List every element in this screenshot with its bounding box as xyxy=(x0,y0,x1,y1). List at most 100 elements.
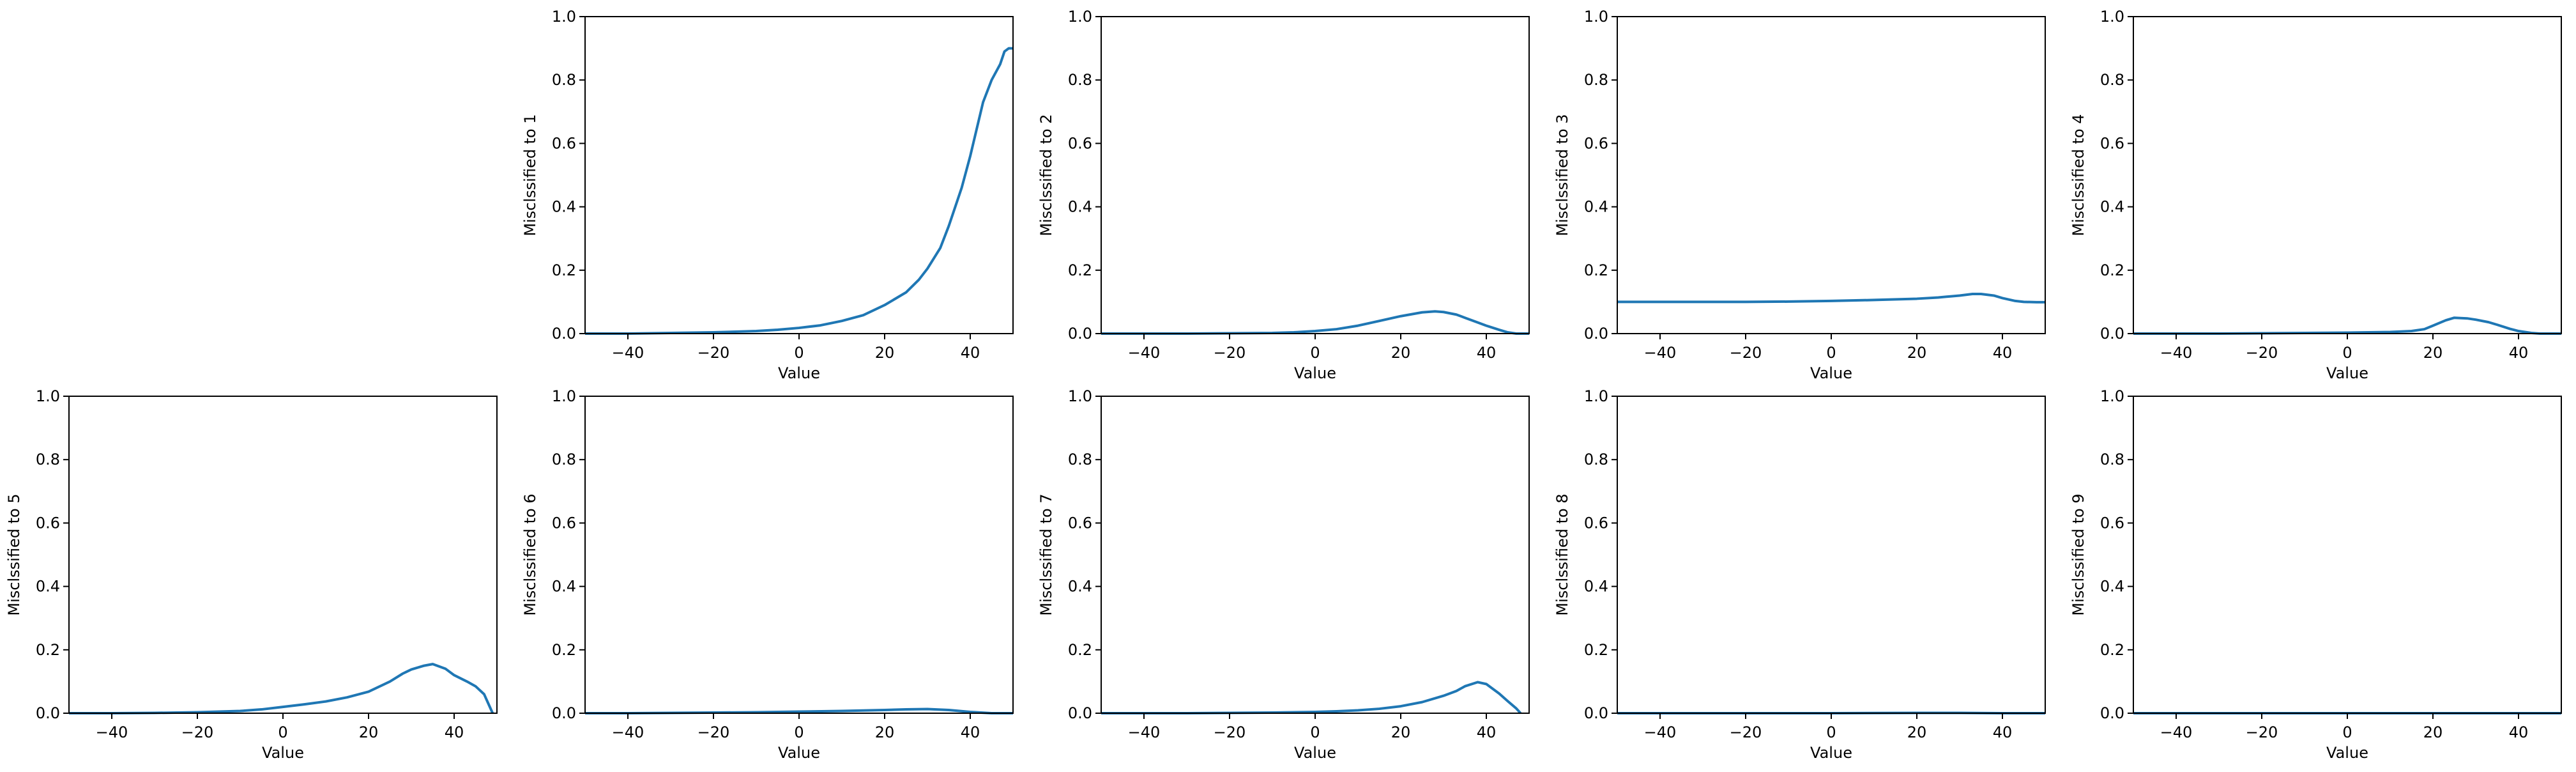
axes-frame-3 xyxy=(1617,16,2046,334)
y-tick-label-1: 0.0 xyxy=(552,325,576,343)
x-tick-label-9: 40 xyxy=(2509,723,2529,741)
series-line-1 xyxy=(585,47,1013,335)
y-axis-label-1: Misclssified to 1 xyxy=(521,114,539,236)
series-line-4 xyxy=(2133,316,2561,335)
x-axis-label-3: Value xyxy=(1810,364,1852,382)
y-tick-label-3: 0.4 xyxy=(1584,198,1608,216)
y-tick-label-1: 0.4 xyxy=(552,198,576,216)
x-tick-label-9: −40 xyxy=(2160,723,2193,741)
x-tick-label-7: 40 xyxy=(1477,723,1497,741)
y-tick-label-7: 0.0 xyxy=(1068,704,1092,722)
y-axis-label-7: Misclssified to 7 xyxy=(1037,493,1055,615)
y-tick-label-1: 0.8 xyxy=(552,71,576,89)
x-tick-label-3: −20 xyxy=(1730,344,1762,362)
x-tick-label-3: 0 xyxy=(1826,344,1836,362)
y-tick-label-3: 0.2 xyxy=(1584,261,1608,279)
y-tick-label-7: 0.2 xyxy=(1068,641,1092,659)
series-line-5 xyxy=(69,663,494,714)
chart-panel-1: −40 −20 0 20 40 0.0 0.2 0.4 0.6 0.8 1.0 Value Miscls… xyxy=(521,8,1014,382)
y-tick-label-6: 0.0 xyxy=(552,704,576,722)
y-tick-label-5: 0.0 xyxy=(36,704,60,722)
y-tick-label-8: 0.6 xyxy=(1584,514,1608,532)
series-line-3 xyxy=(1617,293,2045,304)
y-tick-label-5: 0.6 xyxy=(36,514,60,532)
x-tick-label-5: 0 xyxy=(278,723,287,741)
x-tick-label-5: 40 xyxy=(445,723,464,741)
y-tick-label-4: 1.0 xyxy=(2100,8,2124,26)
x-tick-label-8: 40 xyxy=(1993,723,2013,741)
y-tick-label-9: 0.2 xyxy=(2100,641,2124,659)
y-tick-label-5: 0.4 xyxy=(36,578,60,596)
x-tick-label-9: 20 xyxy=(2423,723,2443,741)
x-tick-label-4: 40 xyxy=(2509,344,2529,362)
x-tick-label-4: 0 xyxy=(2342,344,2352,362)
x-tick-label-2: 0 xyxy=(1310,344,1320,362)
y-tick-label-7: 1.0 xyxy=(1068,387,1092,405)
y-tick-label-6: 0.4 xyxy=(552,578,576,596)
x-axis-label-7: Value xyxy=(1294,744,1336,762)
y-tick-label-9: 0.0 xyxy=(2100,704,2124,722)
x-tick-label-8: 20 xyxy=(1907,723,1927,741)
x-axis-label-6: Value xyxy=(778,744,820,762)
x-tick-label-6: 0 xyxy=(794,723,804,741)
chart-panel-5: −40 −20 0 20 40 0.0 0.2 0.4 0.6 0.8 1.0 Value Miscls… xyxy=(5,387,498,762)
y-tick-label-9: 0.6 xyxy=(2100,514,2124,532)
y-tick-label-4: 0.2 xyxy=(2100,261,2124,279)
chart-panel-6: −40 −20 0 20 40 0.0 0.2 0.4 0.6 0.8 1.0 Value Miscls… xyxy=(521,387,1014,762)
y-tick-label-3: 0.0 xyxy=(1584,325,1608,343)
x-tick-label-3: 40 xyxy=(1993,344,2013,362)
x-tick-label-6: −20 xyxy=(697,723,730,741)
x-tick-label-3: −40 xyxy=(1644,344,1677,362)
y-tick-label-7: 0.8 xyxy=(1068,451,1092,468)
x-tick-label-7: −40 xyxy=(1128,723,1161,741)
y-tick-label-4: 0.6 xyxy=(2100,134,2124,152)
y-axis-label-9: Misclssified to 9 xyxy=(2069,493,2087,615)
x-tick-label-8: 0 xyxy=(1826,723,1836,741)
x-axis-label-1: Value xyxy=(778,364,820,382)
y-axis-label-6: Misclssified to 6 xyxy=(521,493,539,615)
x-tick-label-8: −20 xyxy=(1730,723,1762,741)
chart-panel-8: −40 −20 0 20 40 0.0 0.2 0.4 0.6 0.8 1.0 Value Miscls… xyxy=(1553,387,2046,762)
x-tick-label-8: −40 xyxy=(1644,723,1677,741)
x-tick-label-6: 20 xyxy=(875,723,895,741)
y-tick-label-4: 0.8 xyxy=(2100,71,2124,89)
x-tick-label-2: 20 xyxy=(1391,344,1411,362)
x-axis-label-4: Value xyxy=(2326,364,2368,382)
x-tick-label-9: −20 xyxy=(2246,723,2278,741)
axes-frame-9 xyxy=(2133,396,2562,714)
y-axis-label-2: Misclssified to 2 xyxy=(1037,114,1055,236)
axes-frame-8 xyxy=(1617,396,2046,714)
x-tick-label-7: 0 xyxy=(1310,723,1320,741)
y-tick-label-8: 0.0 xyxy=(1584,704,1608,722)
y-tick-label-5: 1.0 xyxy=(36,387,60,405)
y-tick-label-1: 1.0 xyxy=(552,8,576,26)
x-tick-label-4: −40 xyxy=(2160,344,2193,362)
x-tick-label-7: 20 xyxy=(1391,723,1411,741)
series-line-2 xyxy=(1101,310,1529,335)
x-tick-label-6: −40 xyxy=(612,723,644,741)
axes-frame-1 xyxy=(584,16,1014,334)
y-tick-label-3: 0.6 xyxy=(1584,134,1608,152)
chart-panel-2: −40 −20 0 20 40 0.0 0.2 0.4 0.6 0.8 1.0 Value Miscls… xyxy=(1037,8,1530,382)
axes-frame-7 xyxy=(1101,396,1530,714)
y-axis-label-4: Misclssified to 4 xyxy=(2069,114,2087,236)
x-tick-label-9: 0 xyxy=(2342,723,2352,741)
y-tick-label-1: 0.6 xyxy=(552,134,576,152)
y-axis-label-5: Misclssified to 5 xyxy=(5,493,23,615)
y-tick-label-9: 0.4 xyxy=(2100,578,2124,596)
series-line-7 xyxy=(1101,681,1522,714)
y-tick-label-1: 0.2 xyxy=(552,261,576,279)
y-tick-label-2: 0.4 xyxy=(1068,198,1092,216)
y-tick-label-9: 0.8 xyxy=(2100,451,2124,468)
y-tick-label-2: 1.0 xyxy=(1068,8,1092,26)
x-tick-label-1: −20 xyxy=(697,344,730,362)
axes-frame-2 xyxy=(1101,16,1530,334)
y-tick-label-2: 0.6 xyxy=(1068,134,1092,152)
x-axis-label-2: Value xyxy=(1294,364,1336,382)
x-tick-label-4: −20 xyxy=(2246,344,2278,362)
axes-frame-6 xyxy=(584,396,1014,714)
y-tick-label-7: 0.6 xyxy=(1068,514,1092,532)
x-tick-label-2: −40 xyxy=(1128,344,1161,362)
y-tick-label-8: 0.8 xyxy=(1584,451,1608,468)
